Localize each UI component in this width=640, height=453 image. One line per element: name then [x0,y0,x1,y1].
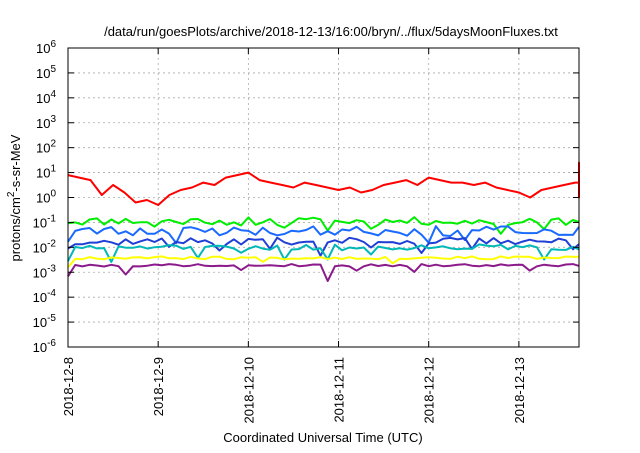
y-tick-label: 10-2 [33,238,57,255]
series-line-5 [67,243,580,263]
series-layer [67,161,580,282]
y-tick-label: 101 [36,164,56,181]
y-tick-base: 10 [36,141,50,156]
y-tick-exponent: -5 [47,313,56,324]
y-tick-exponent: -2 [47,238,56,249]
series-line-2 [67,216,580,235]
series-line-1 [67,161,580,206]
series-line-3 [67,225,580,245]
y-tick-label: 10-6 [33,338,57,355]
y-tick-label: 10-1 [33,213,57,230]
y-tick-base: 10 [36,116,50,131]
y-tick-label: 104 [36,89,56,106]
y-tick-exponent: -4 [47,288,56,299]
y-tick-base: 10 [36,41,50,56]
y-tick-exponent: 2 [50,139,56,150]
y-tick-label: 105 [36,64,56,81]
y-axis-label: protons/cm2-s-sr-MeV [6,134,23,261]
y-tick-exponent: 3 [50,114,56,125]
y-tick-base: 10 [33,240,47,255]
y-tick-labels: 10-610-510-410-310-210-11001011021031041… [33,39,57,355]
x-tick-label: 2018-12-12 [422,357,437,424]
y-tick-base: 10 [36,66,50,81]
y-tick-exponent: -1 [47,213,56,224]
y-axis-label-rest: -s-sr-MeV [8,134,23,191]
x-tick-label: 2018-12-9 [151,357,166,416]
y-tick-label: 102 [36,139,56,156]
chart-title: /data/run/goesPlots/archive/2018-12-13/1… [104,24,558,39]
y-tick-exponent: 4 [50,89,56,100]
x-axis-label: Coordinated Universal Time (UTC) [223,430,422,445]
series-line-7 [67,263,580,282]
y-tick-exponent: 6 [50,39,56,50]
x-tick-labels: 2018-12-8 2018-12-9 2018-12-10 2018-12-11 20… [61,357,527,424]
y-axis-label-text: protons/cm [8,197,23,261]
y-tick-exponent: -3 [47,263,56,274]
y-tick-base: 10 [36,166,50,181]
y-tick-exponent: 5 [50,64,56,75]
x-tick-label: 2018-12-11 [332,357,347,423]
x-tick-label: 2018-12-10 [241,357,256,424]
y-tick-base: 10 [33,340,47,355]
y-tick-exponent: 0 [50,189,56,200]
y-tick-exponent: 1 [50,164,56,175]
y-tick-base: 10 [36,191,50,206]
y-tick-base: 10 [33,315,47,330]
y-tick-label: 10-3 [33,263,57,280]
y-tick-exponent: -6 [47,338,56,349]
y-tick-base: 10 [33,265,47,280]
series-line-4 [67,236,580,257]
series-line-6 [67,255,580,269]
y-tick-base: 10 [33,215,47,230]
y-tick-base: 10 [36,91,50,106]
y-tick-base: 10 [33,290,47,305]
tick-layer [67,47,579,348]
y-tick-label: 103 [36,114,56,131]
grid-layer [68,48,579,347]
y-tick-label: 100 [36,189,56,206]
y-tick-label: 10-5 [33,313,57,330]
y-tick-label: 10-4 [33,288,57,305]
x-tick-label: 2018-12-13 [512,357,527,424]
y-axis-label-sup: 2 [6,191,17,197]
x-tick-label: 2018-12-8 [61,357,76,416]
y-tick-label: 106 [36,39,56,56]
